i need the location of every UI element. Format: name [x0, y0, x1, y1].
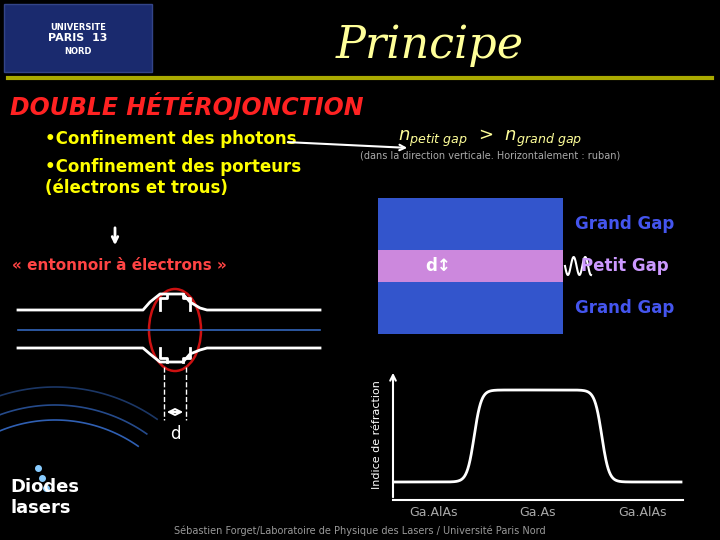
Bar — [378, 198, 563, 250]
Text: Ga.As: Ga.As — [520, 506, 557, 519]
Bar — [378, 250, 563, 282]
Text: Ga.AlAs: Ga.AlAs — [410, 506, 458, 519]
Text: •Confinement des photons: •Confinement des photons — [45, 130, 297, 148]
Bar — [4, 4, 152, 72]
Text: d↕: d↕ — [425, 257, 451, 275]
Text: (dans la direction verticale. Horizontalement : ruban): (dans la direction verticale. Horizontal… — [360, 150, 620, 160]
Text: •Confinement des porteurs
(électrons et trous): •Confinement des porteurs (électrons et … — [45, 158, 301, 197]
Bar — [378, 282, 563, 334]
Text: Indice de réfraction: Indice de réfraction — [372, 381, 382, 489]
Text: Grand Gap: Grand Gap — [575, 299, 675, 317]
Text: « entonnoir à électrons »: « entonnoir à électrons » — [12, 258, 227, 273]
Text: NORD: NORD — [64, 47, 91, 56]
Text: Diodes
lasers: Diodes lasers — [10, 478, 79, 517]
Text: DOUBLE HÉTÉROJONCTION: DOUBLE HÉTÉROJONCTION — [10, 92, 364, 120]
Text: Principe: Principe — [336, 23, 524, 66]
Text: d: d — [170, 425, 180, 443]
Text: Petit Gap: Petit Gap — [581, 257, 669, 275]
Text: $n_{petit\ gap}$  >  $n_{grand\ gap}$: $n_{petit\ gap}$ > $n_{grand\ gap}$ — [398, 128, 582, 149]
Text: UNIVERSITE: UNIVERSITE — [50, 23, 106, 32]
Text: PARIS  13: PARIS 13 — [48, 33, 108, 43]
Text: Sébastien Forget/Laboratoire de Physique des Lasers / Université Paris Nord: Sébastien Forget/Laboratoire de Physique… — [174, 526, 546, 537]
Text: Ga.AlAs: Ga.AlAs — [618, 506, 667, 519]
Text: Grand Gap: Grand Gap — [575, 215, 675, 233]
